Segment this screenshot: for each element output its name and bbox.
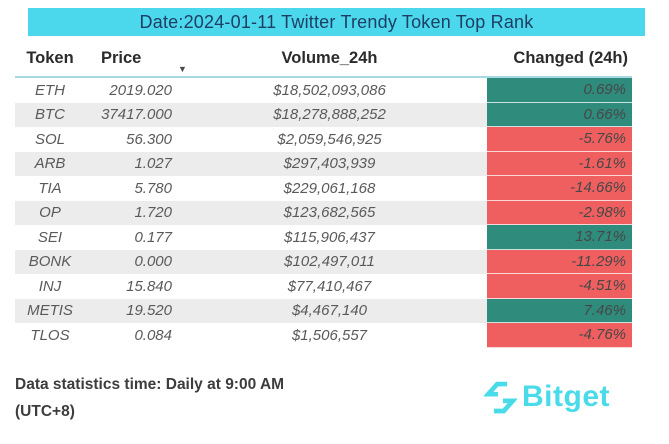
volume-cell: $18,502,093,086 (273, 81, 386, 99)
table-row[interactable]: OP 1.720 $123,682,565 -2.98% (15, 200, 632, 225)
price-cell: 1.027 (134, 155, 172, 173)
token-rank-table: Token Price Volume_24h Changed (24h) ▼ E… (15, 40, 632, 348)
change-cell: -4.76% (487, 323, 632, 348)
token-cell: TIA (38, 179, 62, 197)
report-title: Date:2024-01-11 Twitter Trendy Token Top… (139, 11, 534, 32)
column-header-volume[interactable]: Volume_24h (281, 48, 378, 67)
token-cell: SOL (34, 130, 65, 148)
volume-cell: $2,059,546,925 (277, 130, 382, 148)
column-header-token[interactable]: Token (26, 48, 74, 67)
volume-cell: $4,467,140 (291, 302, 368, 320)
column-header-changed[interactable]: Changed (24h) (513, 48, 628, 67)
volume-cell: $297,403,939 (283, 155, 376, 173)
table-row[interactable]: ARB 1.027 $297,403,939 -1.61% (15, 151, 632, 176)
price-cell: 15.840 (126, 277, 172, 295)
table-row[interactable]: SOL 56.300 $2,059,546,925 -5.76% (15, 127, 632, 152)
change-cell: -4.51% (487, 274, 632, 299)
token-cell: SEI (37, 228, 63, 246)
change-cell: 7.46% (487, 298, 632, 323)
data-statistics-line2: (UTC+8) (15, 403, 75, 420)
table-header-row: Token Price Volume_24h Changed (24h) ▼ (15, 40, 632, 78)
price-cell: 0.084 (134, 326, 172, 344)
table-row[interactable]: ETH 2019.020 $18,502,093,086 0.69% (15, 78, 632, 103)
bitget-chevron-icon (484, 381, 517, 413)
volume-cell: $123,682,565 (283, 204, 376, 222)
change-cell: -11.29% (487, 249, 632, 274)
change-cell: 13.71% (487, 225, 632, 250)
price-cell: 19.520 (126, 302, 172, 320)
token-cell: BONK (28, 253, 72, 271)
volume-cell: $1,506,557 (291, 326, 368, 344)
table-row[interactable]: SEI 0.177 $115,906,437 13.71% (15, 225, 632, 250)
price-cell: 37417.000 (101, 106, 172, 124)
token-cell: BTC (35, 106, 65, 124)
token-cell: TLOS (30, 326, 70, 344)
token-cell: ARB (34, 155, 66, 173)
price-cell: 56.300 (126, 130, 172, 148)
price-cell: 5.780 (134, 179, 172, 197)
data-statistics-line1: Data statistics time: Daily at 9:00 AM (15, 376, 285, 393)
change-cell: -5.76% (487, 127, 632, 152)
change-cell: 0.69% (487, 78, 632, 103)
volume-cell: $229,061,168 (283, 179, 376, 197)
table-body: ETH 2019.020 $18,502,093,086 0.69% BTC 3… (15, 78, 632, 348)
table-row[interactable]: TIA 5.780 $229,061,168 -14.66% (15, 176, 632, 201)
table-row[interactable]: INJ 15.840 $77,410,467 -4.51% (15, 274, 632, 299)
volume-cell: $115,906,437 (284, 228, 375, 246)
token-cell: ETH (35, 81, 65, 99)
change-cell: -2.98% (487, 200, 632, 225)
bitget-logo: Bitget (484, 378, 610, 416)
column-header-price[interactable]: Price (101, 48, 142, 67)
table-row[interactable]: METIS 19.520 $4,467,140 7.46% (15, 298, 632, 323)
price-cell: 0.177 (134, 228, 172, 246)
bitget-wordmark: Bitget (522, 380, 610, 413)
volume-cell: $102,497,011 (284, 253, 375, 271)
table-row[interactable]: TLOS 0.084 $1,506,557 -4.76% (15, 323, 632, 348)
price-cell: 0.000 (134, 253, 172, 271)
table-row[interactable]: BTC 37417.000 $18,278,888,252 0.66% (15, 102, 632, 127)
change-cell: 0.66% (487, 102, 632, 127)
price-cell: 2019.020 (109, 81, 172, 99)
price-cell: 1.720 (134, 204, 172, 222)
table-row[interactable]: BONK 0.000 $102,497,011 -11.29% (15, 249, 632, 274)
sort-descending-icon[interactable]: ▼ (178, 64, 187, 74)
volume-cell: $18,278,888,252 (273, 106, 386, 124)
change-cell: -1.61% (487, 151, 632, 176)
report-title-bar: Date:2024-01-11 Twitter Trendy Token Top… (28, 8, 645, 36)
token-cell: OP (39, 204, 61, 222)
token-cell: INJ (38, 277, 62, 295)
change-cell: -14.66% (487, 176, 632, 201)
volume-cell: $77,410,467 (287, 277, 372, 295)
token-cell: METIS (27, 302, 73, 320)
data-statistics-note: Data statistics time: Daily at 9:00 AM (… (15, 371, 445, 425)
